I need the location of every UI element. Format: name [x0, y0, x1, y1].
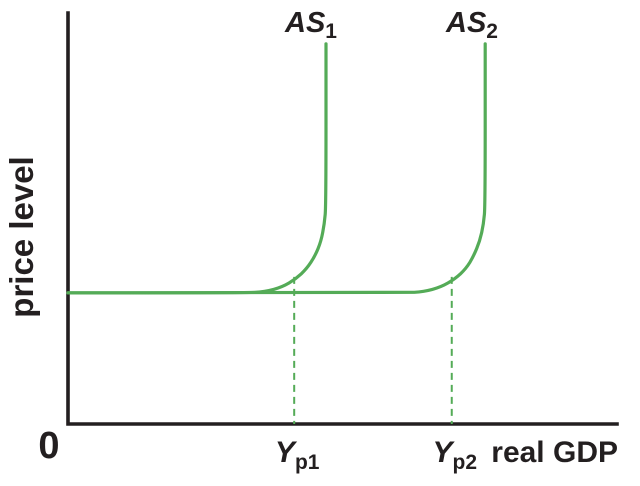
yp1-guide-label: Yp1 [275, 436, 320, 474]
x-axis-label: real GDP [491, 436, 618, 469]
axes-lines [66, 11, 619, 426]
as1-label-subscript: 1 [325, 20, 337, 43]
yp2-label-subscript: p2 [453, 451, 478, 474]
as1-curve [66, 42, 328, 295]
yp2-guide-label: Yp2 [433, 436, 478, 474]
yp1-label-subscript: p1 [295, 451, 320, 474]
yp2-label-main: Y [433, 436, 456, 469]
as2-label-main: AS [445, 7, 487, 39]
yp1-label-main: Y [275, 436, 298, 469]
as2-curve [66, 42, 487, 295]
as1-curve-label: AS1 [284, 7, 337, 43]
y-axis-label: price level [3, 156, 40, 317]
as2-curve-label: AS2 [445, 7, 498, 43]
origin-label: 0 [38, 425, 59, 467]
as2-label-subscript: 2 [486, 20, 498, 43]
as1-label-main: AS [284, 7, 326, 39]
